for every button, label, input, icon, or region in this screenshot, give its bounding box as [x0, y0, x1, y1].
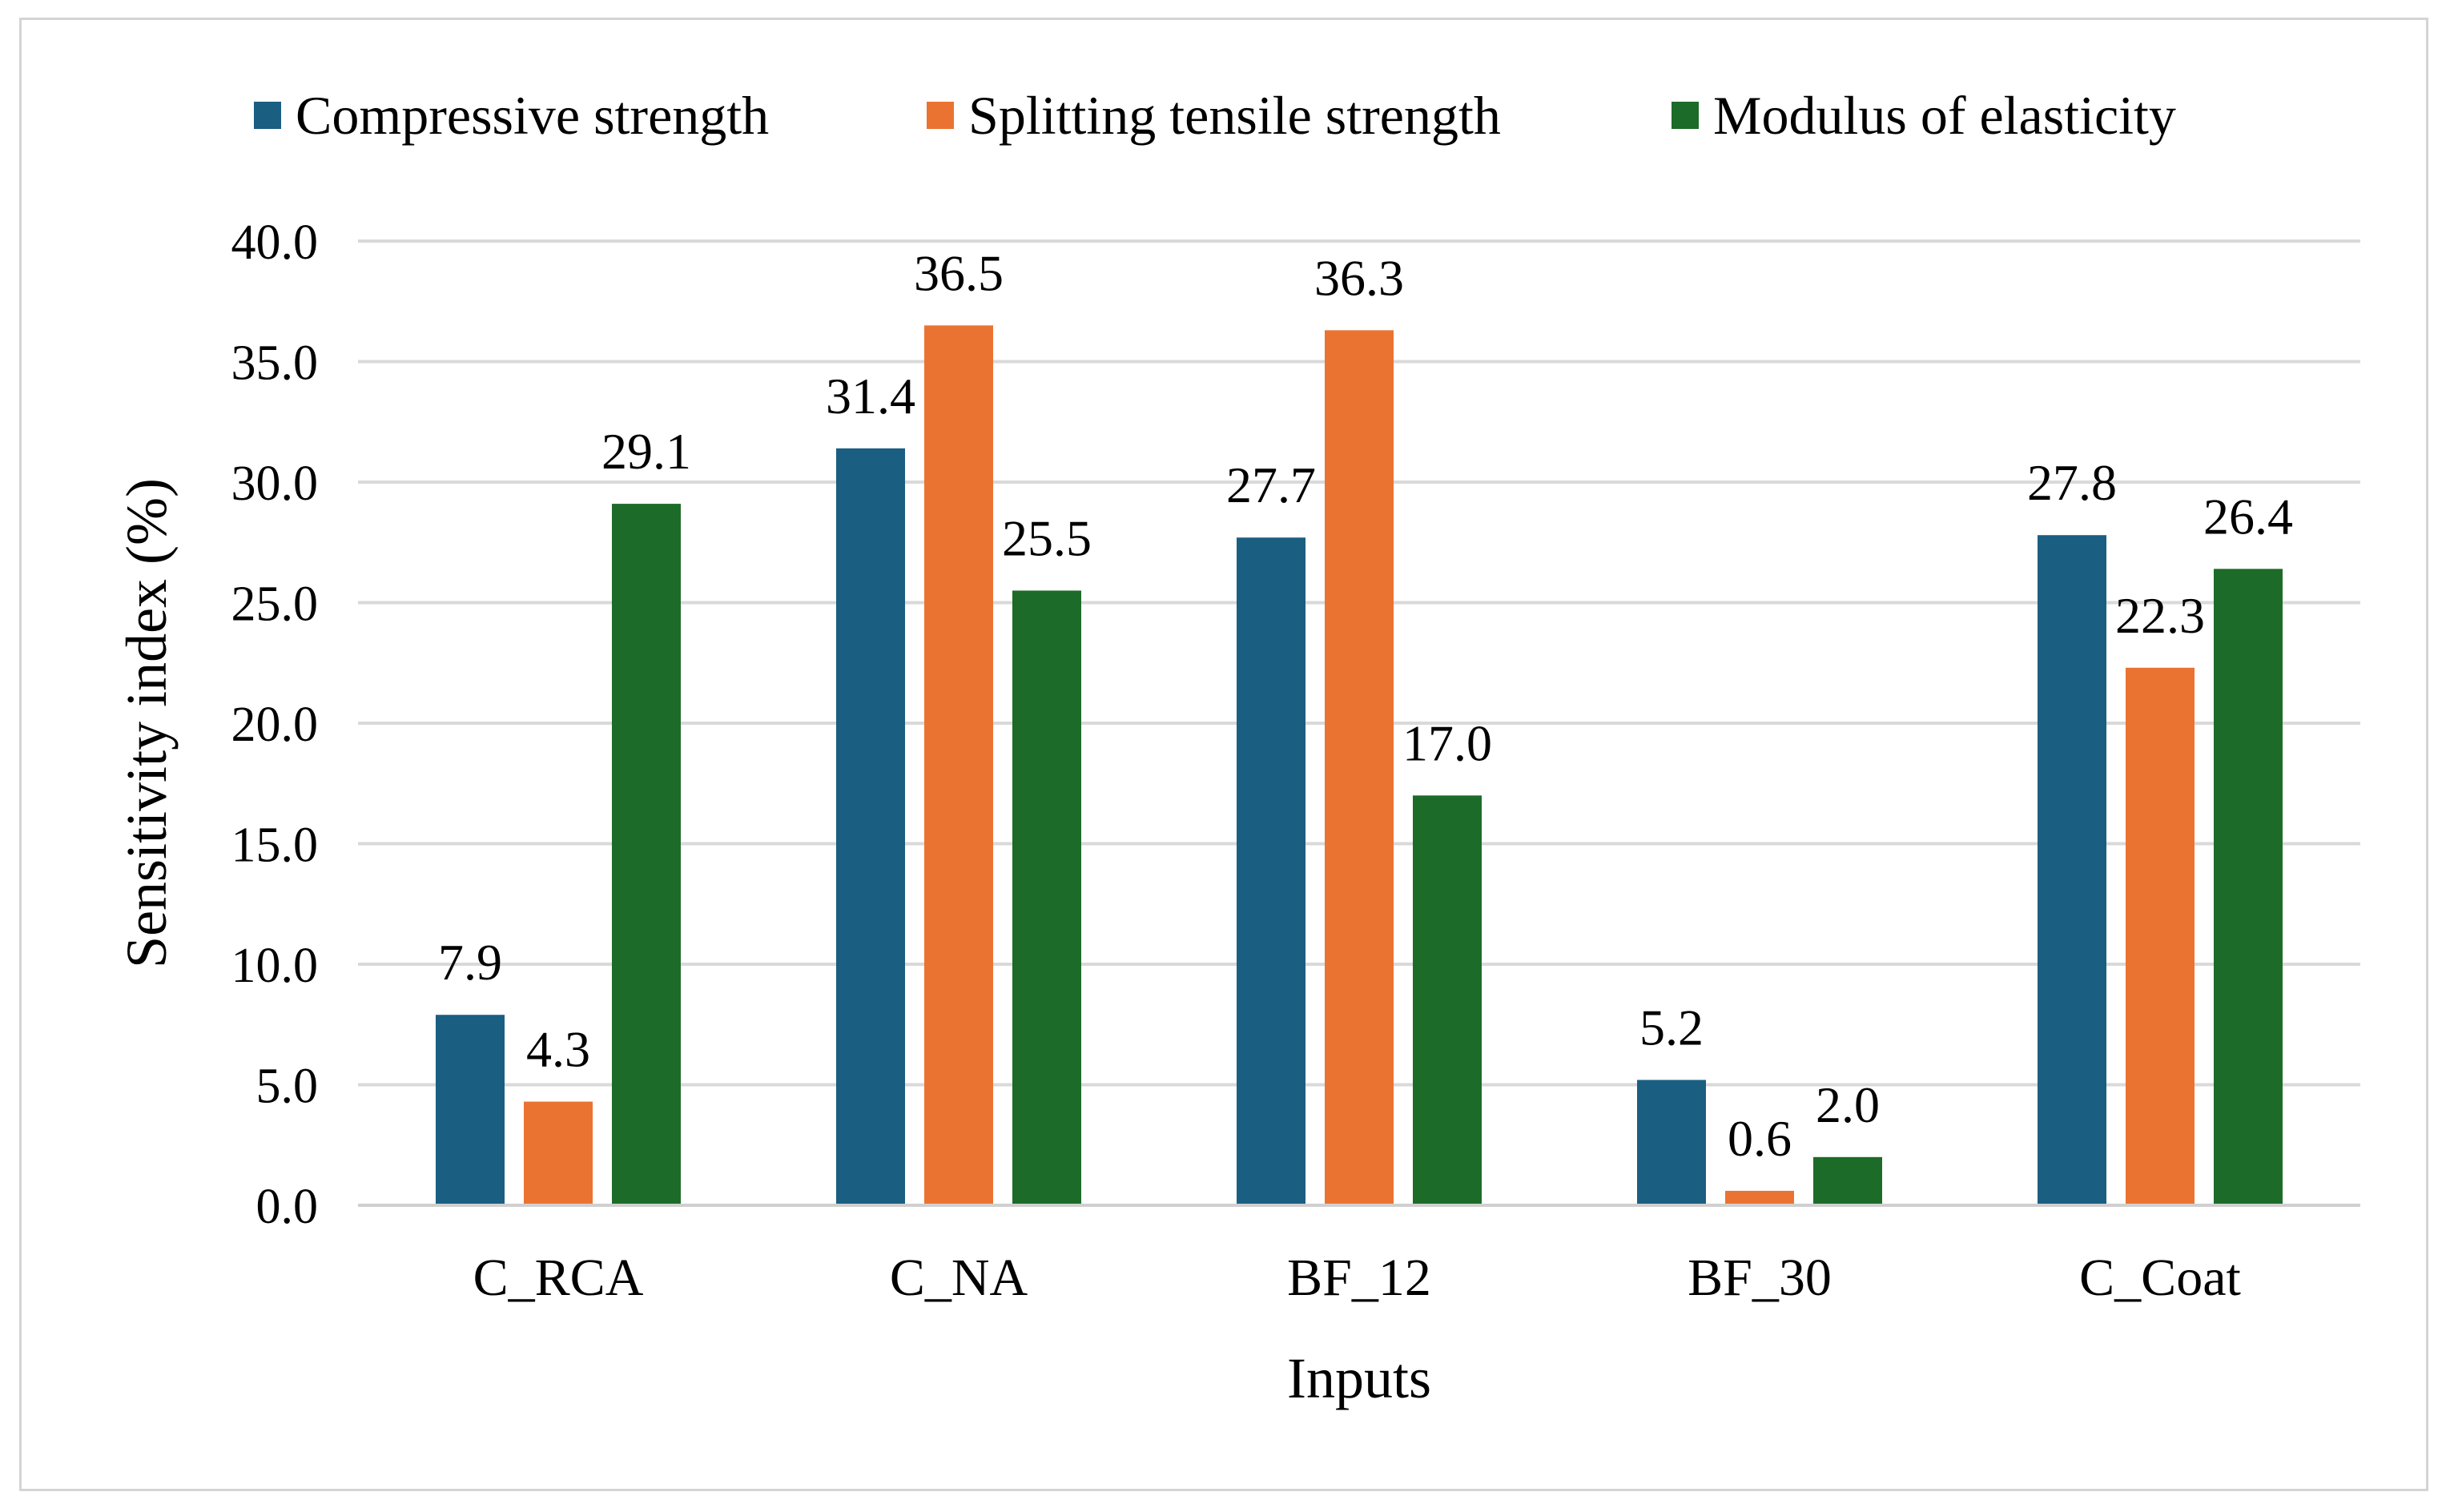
y-tick-label: 10.0: [231, 939, 319, 993]
y-tick-label: 25.0: [231, 577, 319, 632]
data-labels: 7.9 4.3 29.1 31.4 36.5 25.5 27.7 36.3 17.0 5.2 0.6…: [438, 244, 2293, 1167]
bar-chart: 0.0 5.0 10.0 15.0 20.0 25.0 30.0 35.0 40.0 7.9 4.…: [115, 85, 2360, 1410]
bar: [1325, 330, 1394, 1205]
legend-swatch: [927, 102, 954, 129]
legend-label: Compressive strength: [296, 85, 769, 146]
bar: [612, 504, 681, 1205]
x-axis-categories: C_RCA C_NA BF_12 BF_30 C_Coat: [473, 1249, 2241, 1307]
x-category-label: BF_30: [1688, 1249, 1832, 1307]
data-label: 27.8: [2027, 454, 2117, 511]
y-tick-label: 40.0: [231, 215, 319, 270]
data-label: 4.3: [526, 1021, 590, 1078]
bar: [2214, 569, 2283, 1205]
bar: [1813, 1156, 1882, 1205]
y-tick-label: 5.0: [256, 1060, 319, 1114]
bar: [1012, 590, 1081, 1205]
data-label: 0.6: [1728, 1110, 1792, 1167]
x-category-label: C_RCA: [473, 1249, 644, 1307]
y-tick-label: 20.0: [231, 698, 319, 752]
x-category-label: C_NA: [890, 1249, 1028, 1307]
y-tick-label: 0.0: [256, 1180, 319, 1234]
data-label: 26.4: [2203, 488, 2293, 545]
x-axis-title: Inputs: [1287, 1346, 1431, 1410]
bar: [1637, 1080, 1706, 1205]
bar: [2038, 535, 2106, 1205]
legend: Compressive strength Splitting tensile st…: [254, 85, 2176, 146]
y-axis-ticks: 0.0 5.0 10.0 15.0 20.0 25.0 30.0 35.0 40.0: [231, 215, 319, 1234]
data-label: 36.5: [914, 244, 1004, 301]
x-category-label: C_Coat: [2079, 1249, 2241, 1307]
legend-label: Splitting tensile strength: [968, 85, 1501, 146]
bar: [1237, 537, 1305, 1205]
y-axis-title: Sensitivity index (%): [115, 478, 179, 968]
data-label: 2.0: [1816, 1076, 1880, 1133]
y-tick-label: 30.0: [231, 456, 319, 511]
data-label: 29.1: [601, 423, 691, 480]
data-label: 17.0: [1402, 714, 1492, 771]
bar: [436, 1015, 505, 1205]
chart-frame: 0.0 5.0 10.0 15.0 20.0 25.0 30.0 35.0 40.0 7.9 4.…: [19, 18, 2428, 1491]
legend-swatch: [1672, 102, 1699, 129]
data-label: 5.2: [1639, 999, 1704, 1056]
bar: [2126, 667, 2195, 1205]
y-tick-label: 15.0: [231, 818, 319, 873]
bar: [924, 325, 993, 1206]
bars: [436, 325, 2283, 1206]
legend-swatch: [254, 102, 281, 129]
data-label: 31.4: [826, 368, 915, 424]
data-label: 25.5: [1002, 509, 1092, 566]
bar: [524, 1101, 593, 1205]
bar: [836, 448, 905, 1205]
data-label: 7.9: [438, 934, 502, 991]
bar: [1413, 795, 1482, 1205]
y-tick-label: 35.0: [231, 336, 319, 391]
data-label: 36.3: [1314, 249, 1404, 306]
bar: [1725, 1190, 1794, 1205]
x-category-label: BF_12: [1287, 1249, 1431, 1307]
data-label: 22.3: [2115, 587, 2205, 644]
data-label: 27.7: [1226, 456, 1316, 513]
legend-label: Modulus of elasticity: [1713, 85, 2176, 146]
